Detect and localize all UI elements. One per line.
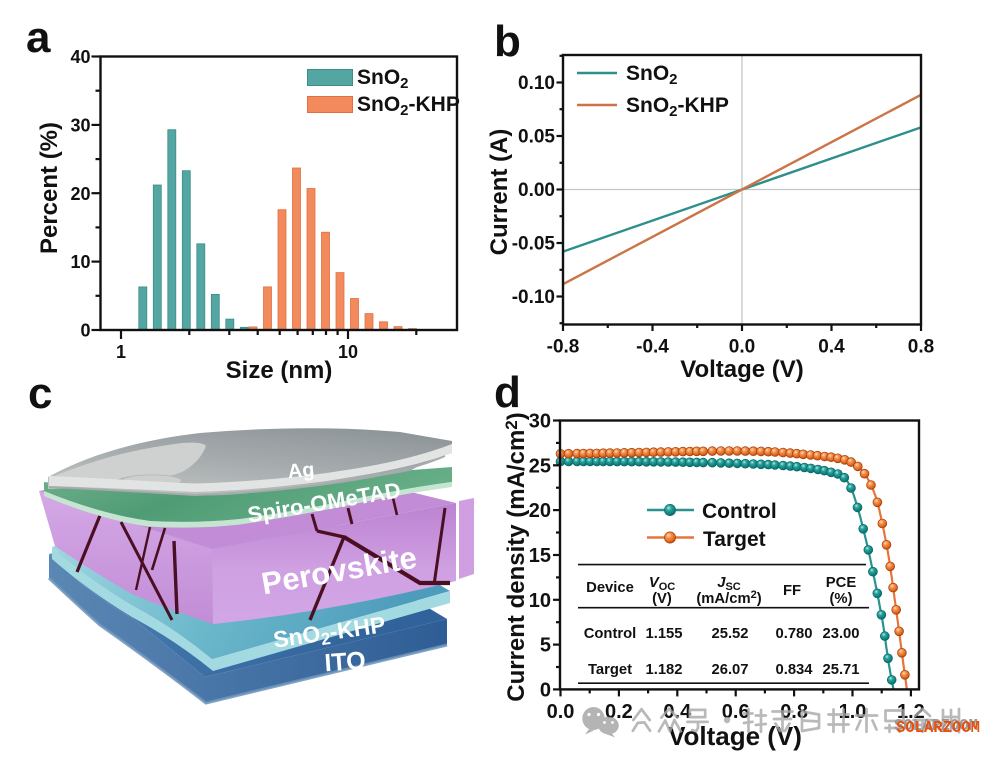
svg-text:Target: Target — [703, 528, 766, 551]
svg-text:-0.4: -0.4 — [636, 337, 669, 358]
svg-text:SOLARZOOM: SOLARZOOM — [894, 716, 978, 735]
svg-text:5: 5 — [540, 635, 551, 657]
svg-text:23.00: 23.00 — [822, 626, 859, 642]
svg-text:0.00: 0.00 — [518, 180, 555, 201]
svg-text:25.52: 25.52 — [711, 626, 748, 642]
svg-text:26.07: 26.07 — [711, 662, 748, 678]
svg-text:(V): (V) — [652, 591, 672, 607]
svg-text:d: d — [494, 368, 521, 417]
svg-text:15: 15 — [529, 545, 551, 567]
svg-text:ITO: ITO — [324, 647, 367, 678]
svg-text:0.4: 0.4 — [818, 337, 845, 358]
svg-text:-0.8: -0.8 — [547, 337, 580, 358]
svg-text:SOLARZOOM: SOLARZOOM — [896, 718, 980, 737]
svg-text:0: 0 — [540, 679, 551, 701]
svg-text:0.780: 0.780 — [775, 626, 812, 642]
svg-text:0.0: 0.0 — [729, 337, 755, 358]
svg-text:1.0: 1.0 — [839, 701, 867, 723]
svg-text:a: a — [26, 13, 51, 62]
svg-text:b: b — [494, 17, 521, 66]
svg-text:10: 10 — [529, 590, 551, 612]
svg-text:SnO2-KHP: SnO2-KHP — [626, 94, 729, 120]
svg-text:Percent (%): Percent (%) — [36, 122, 63, 254]
svg-text:Control: Control — [584, 626, 637, 642]
svg-text:1.182: 1.182 — [645, 662, 682, 678]
svg-text:FF: FF — [783, 583, 801, 599]
svg-text:0.4: 0.4 — [663, 701, 692, 723]
svg-text:20: 20 — [70, 184, 90, 204]
svg-text:0.10: 0.10 — [518, 73, 555, 94]
svg-text:PCE: PCE — [826, 575, 857, 591]
svg-text:25: 25 — [529, 455, 551, 477]
svg-text:10: 10 — [338, 342, 358, 362]
svg-text:Target: Target — [588, 662, 632, 678]
svg-text:Current (A): Current (A) — [486, 129, 513, 256]
svg-text:0.05: 0.05 — [518, 127, 555, 148]
svg-text:Current density (mA/cm2): Current density (mA/cm2) — [502, 412, 530, 702]
svg-text:1: 1 — [116, 342, 126, 362]
svg-text:30: 30 — [529, 411, 551, 433]
svg-text:25.71: 25.71 — [822, 662, 859, 678]
svg-text:20: 20 — [529, 500, 551, 522]
svg-text:Ag: Ag — [287, 459, 315, 483]
svg-text:Device: Device — [586, 580, 634, 596]
svg-text:1.155: 1.155 — [645, 626, 682, 642]
svg-text:SnO2-KHP: SnO2-KHP — [357, 93, 460, 119]
svg-text:Control: Control — [702, 500, 777, 523]
svg-text:30: 30 — [70, 115, 90, 135]
svg-text:SnO2: SnO2 — [357, 66, 409, 92]
svg-text:-0.10: -0.10 — [512, 287, 555, 308]
svg-text:Size (nm): Size (nm) — [226, 357, 333, 384]
svg-text:-0.05: -0.05 — [512, 234, 556, 255]
svg-text:10: 10 — [70, 252, 90, 272]
svg-text:0: 0 — [80, 321, 90, 341]
svg-text:40: 40 — [70, 47, 90, 67]
svg-text:(mA/cm2): (mA/cm2) — [696, 589, 761, 607]
svg-text:SnO2: SnO2 — [626, 62, 678, 88]
svg-text:Voltage (V): Voltage (V) — [668, 721, 802, 751]
svg-text:Voltage (V): Voltage (V) — [680, 356, 804, 383]
svg-text:(%): (%) — [829, 591, 852, 607]
svg-text:0.0: 0.0 — [547, 701, 575, 723]
svg-text:0.834: 0.834 — [775, 662, 813, 678]
svg-text:0.8: 0.8 — [908, 337, 934, 358]
svg-text:c: c — [28, 369, 52, 418]
